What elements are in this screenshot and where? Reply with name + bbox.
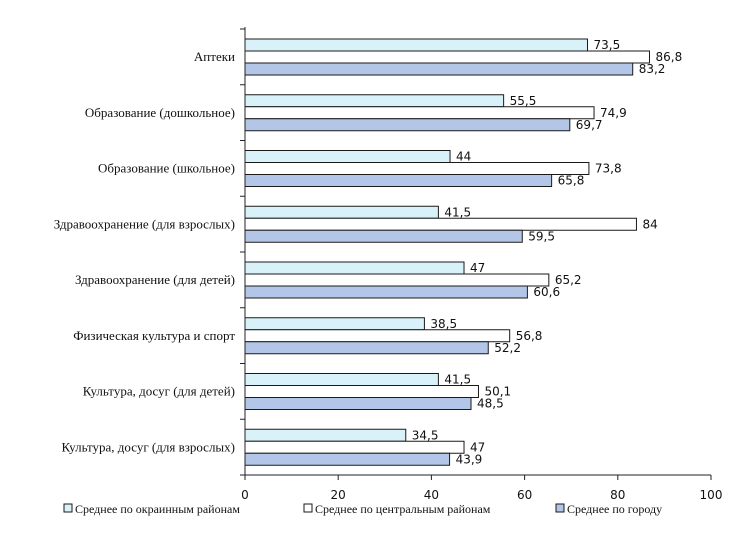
legend-swatch: [555, 503, 565, 513]
x-tick-label: 100: [700, 488, 723, 502]
bar-3-8: [244, 452, 451, 466]
bar-3-6: [244, 341, 489, 355]
bar-1-2: [244, 94, 505, 108]
legend-label: Среднее по центральным районам: [315, 502, 491, 516]
bar-3-5: [244, 285, 528, 299]
bar-value-label: 73,8: [595, 162, 622, 176]
bar-value-label: 83,2: [639, 62, 666, 76]
bar-2-5: [244, 273, 550, 287]
category-label: Культура, досуг (для детей): [83, 384, 235, 399]
x-tick-label: 60: [517, 488, 532, 502]
bar-value-label: 43,9: [456, 452, 483, 466]
bar-1-7: [244, 373, 439, 386]
bar-value-label: 59,5: [528, 229, 555, 243]
bar-1-6: [244, 317, 425, 331]
bar-value-label: 47: [470, 440, 485, 454]
bar-1-4: [244, 205, 439, 219]
category-label: Образование (дошкольное): [85, 105, 235, 120]
bar-value-label: 60,6: [533, 285, 560, 299]
legend-swatch: [303, 503, 313, 513]
x-tick-label: 40: [424, 488, 439, 502]
bar-value-label: 74,9: [600, 106, 627, 120]
bar-2-1: [244, 50, 650, 64]
category-label: Здравоохранение (для взрослых): [54, 216, 235, 231]
bar-value-label: 41,5: [444, 205, 471, 219]
bar-value-label: 44: [456, 150, 471, 164]
category-label: Культура, досуг (для взрослых): [61, 439, 235, 454]
category-label: Образование (школьное): [98, 161, 235, 176]
bar-2-3: [244, 162, 590, 175]
bar-2-2: [244, 106, 595, 120]
bar-value-label: 86,8: [655, 50, 682, 64]
bar-1-8: [244, 428, 407, 442]
bar-value-label: 41,5: [444, 373, 471, 387]
bar-value-label: 47: [470, 261, 485, 275]
category-label: Физическая культура и спорт: [73, 328, 235, 343]
bar-value-label: 55,5: [510, 94, 537, 108]
bar-3-1: [244, 62, 634, 76]
bar-2-6: [244, 329, 511, 343]
bar-value-label: 65,2: [555, 273, 582, 287]
bar-value-label: 50,1: [484, 385, 511, 399]
bar-2-7: [244, 385, 479, 398]
bar-value-label: 52,2: [494, 341, 521, 355]
bar-value-label: 56,8: [516, 329, 543, 343]
category-label: Аптеки: [194, 49, 235, 64]
category-label: Здравоохранение (для детей): [75, 272, 235, 287]
legend-swatch: [63, 503, 73, 513]
x-tick-label: 20: [331, 488, 346, 502]
bar-value-label: 65,8: [558, 174, 585, 188]
bar-value-label: 48,5: [477, 397, 504, 411]
bar-value-label: 34,5: [412, 428, 439, 442]
legend-label: Среднее по окраинным районам: [75, 502, 240, 516]
x-tick-label: 0: [241, 488, 249, 502]
bar-3-3: [244, 174, 553, 187]
legend-label: Среднее по городу: [567, 502, 662, 516]
bar-1-3: [244, 150, 451, 163]
bar-3-4: [244, 229, 523, 243]
bar-value-label: 73,5: [594, 38, 621, 52]
x-tick-label: 80: [610, 488, 625, 502]
bar-value-label: 84: [642, 217, 657, 231]
bar-3-2: [244, 118, 571, 132]
bar-2-8: [244, 440, 465, 454]
bar-1-5: [244, 261, 465, 275]
bar-1-1: [244, 38, 589, 52]
bar-3-7: [244, 397, 472, 410]
bar-value-label: 38,5: [430, 317, 457, 331]
bar-value-label: 69,7: [576, 118, 603, 132]
bar-2-4: [244, 217, 637, 231]
